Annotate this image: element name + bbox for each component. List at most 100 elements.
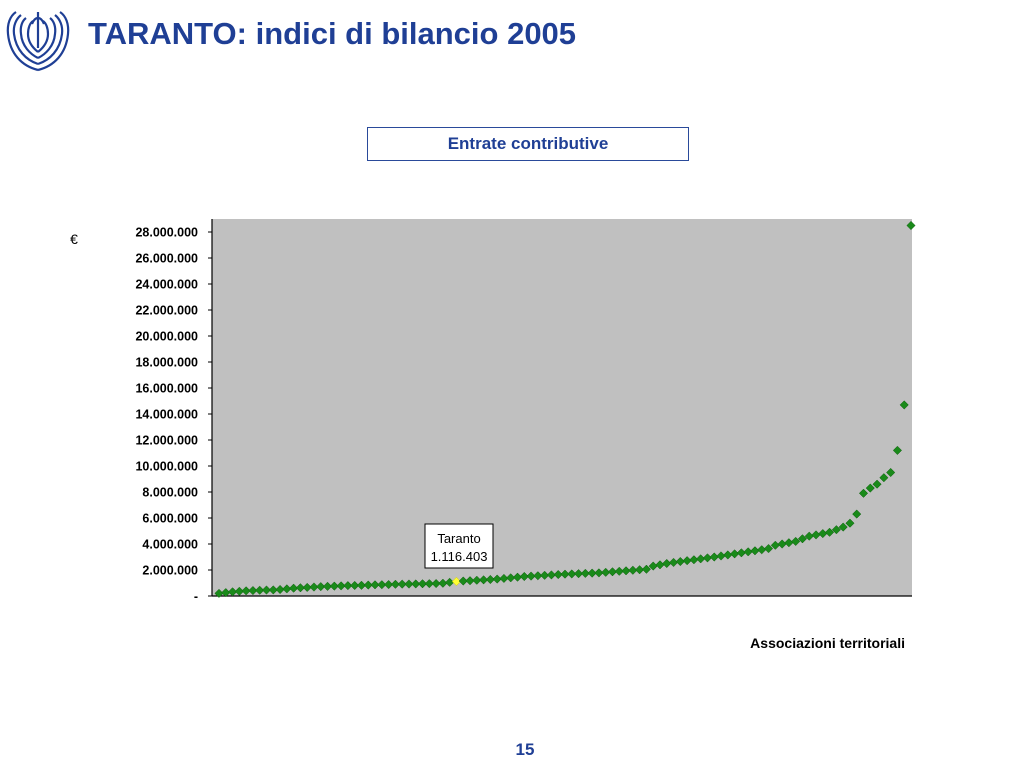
y-tick-label: - [194, 590, 198, 604]
annotation-label: Taranto [437, 531, 480, 546]
data-point [268, 585, 278, 595]
y-tick-label: 22.000.000 [135, 304, 198, 318]
y-tick-label: 8.000.000 [142, 486, 198, 500]
data-point [845, 518, 855, 528]
page-number: 15 [515, 740, 535, 759]
data-point [594, 568, 604, 578]
annotation-value: 1.116.403 [431, 549, 488, 564]
data-point [791, 536, 801, 546]
data-point [431, 578, 441, 589]
data-point [417, 579, 428, 589]
data-point [241, 586, 251, 596]
data-point [567, 569, 577, 579]
y-tick-label: 10.000.000 [135, 460, 198, 474]
data-point [479, 575, 489, 585]
data-point [261, 585, 272, 595]
annotation-box [424, 523, 494, 569]
data-point [289, 583, 299, 593]
data-point [309, 582, 319, 592]
data-point [221, 588, 231, 598]
y-axis-unit-label: € [70, 231, 78, 247]
x-axis-label: Associazioni territoriali [750, 635, 905, 651]
chart-title: Entrate contributive [447, 134, 609, 153]
page-title: TARANTO: indici di bilancio 2005 [88, 16, 577, 51]
data-point [390, 579, 400, 589]
data-point [295, 583, 305, 593]
data-point [899, 400, 909, 410]
data-point [370, 580, 380, 590]
data-point [574, 569, 584, 579]
y-tick-label: 24.000.000 [135, 278, 198, 292]
data-point [852, 509, 862, 519]
data-point [275, 584, 285, 595]
data-point [302, 582, 312, 592]
data-point [472, 575, 482, 585]
data-point [214, 588, 224, 598]
data-point [641, 564, 651, 574]
data-point [628, 565, 638, 575]
y-tick-label: 16.000.000 [135, 382, 198, 396]
data-point [614, 566, 624, 576]
data-point [465, 576, 475, 586]
data-point [533, 571, 543, 581]
data-point [350, 580, 360, 591]
data-point [316, 582, 326, 592]
y-tick-label: 2.000.000 [142, 564, 198, 578]
y-tick-label: 28.000.000 [135, 226, 198, 240]
data-point [540, 570, 550, 580]
data-point [234, 586, 244, 596]
data-point [411, 579, 421, 589]
data-point [336, 581, 346, 591]
data-point [906, 220, 916, 231]
data-point [560, 569, 570, 579]
data-point [499, 573, 509, 584]
data-point [838, 522, 848, 532]
data-point [329, 581, 339, 591]
data-point [580, 568, 590, 578]
y-tick-label: 26.000.000 [135, 252, 198, 266]
data-point [587, 568, 597, 578]
data-point [553, 569, 563, 580]
data-point [886, 467, 896, 478]
data-point [797, 534, 808, 544]
y-tick-label: 12.000.000 [135, 434, 198, 448]
data-point [831, 525, 841, 535]
y-tick-label: 6.000.000 [142, 512, 198, 526]
data-point [485, 574, 495, 585]
y-tick-label: 14.000.000 [135, 408, 198, 422]
data-point [601, 567, 611, 577]
data-point [506, 573, 516, 583]
data-point [879, 473, 889, 483]
data-point [546, 570, 556, 580]
highlighted-data-point [451, 576, 462, 587]
data-point [248, 585, 258, 596]
data-point [892, 445, 902, 455]
confindustria-logo-icon [6, 11, 70, 72]
data-point [282, 584, 292, 594]
data-point [424, 579, 434, 589]
data-point [621, 566, 631, 576]
data-point [384, 580, 394, 590]
data-point [363, 580, 373, 590]
data-point [607, 567, 618, 577]
data-point [825, 527, 835, 537]
y-tick-label: 20.000.000 [135, 330, 198, 344]
data-point [519, 571, 529, 582]
data-point [343, 581, 353, 591]
plot-area [212, 219, 912, 596]
data-point [858, 488, 869, 498]
data-point [512, 572, 523, 582]
data-point [255, 585, 265, 595]
data-point [458, 576, 468, 586]
y-tick-label: 18.000.000 [135, 356, 198, 370]
data-point [865, 483, 875, 493]
data-point [492, 574, 502, 584]
data-point [526, 571, 536, 581]
data-point [228, 587, 238, 597]
data-point [322, 581, 333, 591]
chart-title-box: Entrate contributive [367, 127, 689, 161]
data-point [356, 580, 367, 590]
data-point [377, 580, 387, 590]
y-tick-label: 4.000.000 [142, 538, 198, 552]
